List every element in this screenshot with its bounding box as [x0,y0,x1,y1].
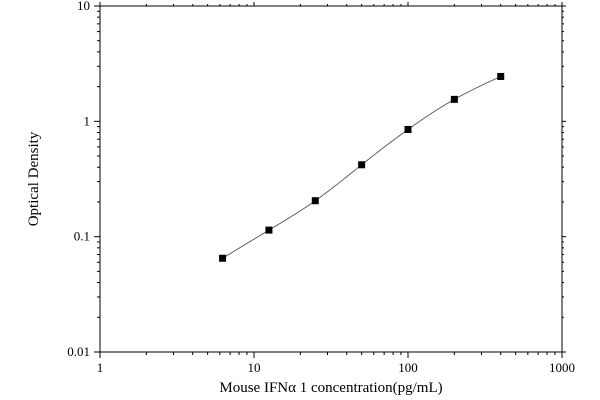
y-tick-label: 0.01 [67,344,90,359]
y-axis-title: Optical Density [26,131,42,226]
y-tick-label: 1 [84,113,91,128]
x-tick-label: 10 [248,360,261,375]
data-point [358,161,366,169]
data-point [404,125,412,133]
x-axis-title: Mouse IFNα 1 concentration(pg/mL) [219,380,442,396]
x-tick-label: 100 [398,360,418,375]
y-tick-label: 0.1 [74,229,90,244]
plot-frame [99,5,563,353]
y-tick-label: 10 [77,0,90,13]
x-tick-label: 1000 [549,360,575,375]
data-point [497,72,505,80]
x-tick-label: 1 [97,360,104,375]
plot-area: 1 10 100 1000 0.01 0.1 1 10 [67,0,575,375]
data-point [265,226,273,234]
data-point [311,197,319,205]
data-point [450,95,458,103]
data-point [219,254,227,262]
